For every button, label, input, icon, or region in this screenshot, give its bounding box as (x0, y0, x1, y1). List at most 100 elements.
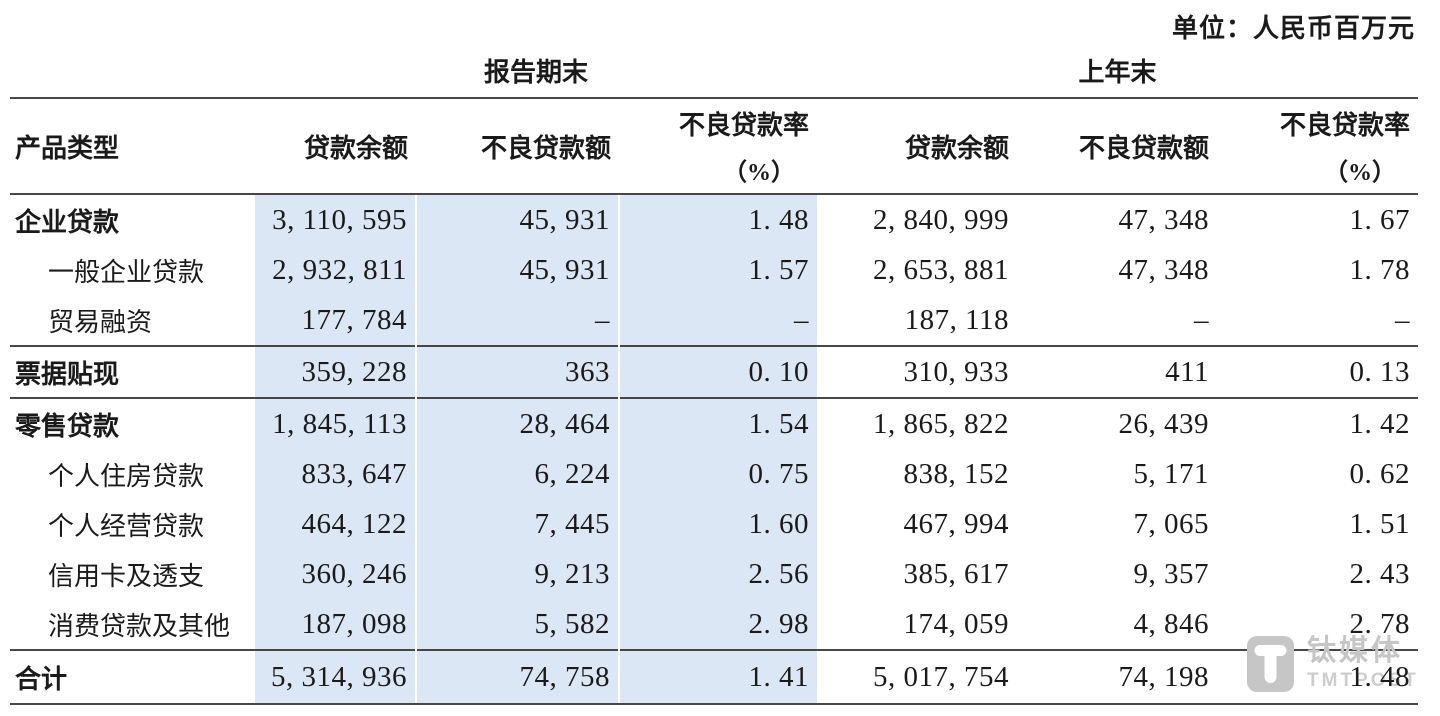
cell-npl-ratio-current: 1. 54 (618, 397, 817, 449)
row-label: 票据贴现 (10, 345, 255, 398)
table-row: 合计 5, 314, 936 74, 758 1. 41 5, 017, 754 74, … (10, 649, 1419, 705)
cell-npl-amount-prior: 9, 357 (1133, 557, 1209, 590)
table-body: 企业贷款 3, 110, 595 45, 931 1. 48 2, 840, 999 47… (10, 194, 1419, 705)
cell-npl-amount-current: 6, 224 (415, 449, 619, 499)
column-header-npl-amount-prior: 不良贷款额 (1017, 98, 1217, 195)
tmtpost-logo-icon (1247, 636, 1294, 692)
row-label: 消费贷款及其他 (48, 611, 231, 641)
cell-npl-amount-current: – (415, 295, 619, 346)
cell-npl-amount-current: 5, 582 (415, 599, 619, 650)
cell-balance-prior: 310, 933 (817, 345, 1017, 398)
cell-balance-prior: 385, 617 (903, 557, 1009, 590)
cell-balance-current: 2, 932, 811 (255, 245, 416, 295)
cell-npl-ratio-prior: 1. 78 (1349, 253, 1411, 286)
cell-npl-ratio-current: – (618, 295, 817, 346)
table-row: 个人经营贷款 464, 122 7, 445 1. 60 467, 994 7, 065 1… (10, 499, 1418, 549)
cell-npl-amount-current: 9, 213 (415, 549, 619, 599)
group-header-spacer (10, 44, 255, 99)
cell-npl-amount-current: 74, 758 (415, 649, 619, 705)
table-row: 企业贷款 3, 110, 595 45, 931 1. 48 2, 840, 999 47… (10, 194, 1418, 245)
group-header-prior-year: 上年末 (817, 44, 1419, 99)
cell-npl-amount-current: 7, 445 (415, 499, 619, 549)
cell-npl-amount-prior: 411 (1017, 345, 1217, 398)
cell-npl-ratio-prior: 0. 13 (1217, 345, 1419, 398)
cell-npl-amount-prior: 47, 348 (1118, 203, 1209, 236)
cell-balance-prior: 187, 118 (904, 303, 1009, 336)
row-label: 企业贷款 (15, 207, 120, 237)
table-header: 报告期末 上年末 产品类型 贷款余额 不良贷款额 不良贷款率 （%） 贷款余额 … (10, 44, 1419, 195)
cell-npl-amount-prior: 5, 171 (1133, 457, 1209, 490)
cell-balance-current: 359, 228 (255, 345, 416, 398)
row-label: 一般企业贷款 (48, 257, 205, 287)
cell-balance-prior: 838, 152 (903, 457, 1009, 490)
cell-npl-ratio-current: 1. 48 (618, 194, 817, 245)
column-header-npl-amount-current: 不良贷款额 (416, 98, 619, 195)
row-label: 贸易融资 (48, 307, 153, 337)
cell-npl-amount-current: 45, 931 (415, 194, 619, 245)
cell-npl-ratio-current: 0. 10 (618, 345, 817, 398)
cell-npl-amount-prior: 74, 198 (1017, 649, 1217, 705)
cell-balance-prior: 1, 865, 822 (817, 397, 1017, 449)
cell-npl-amount-prior: 7, 065 (1133, 507, 1209, 540)
cell-npl-ratio-current: 1. 41 (618, 649, 817, 705)
cell-balance-current: 3, 110, 595 (255, 194, 416, 245)
cell-balance-current: 1, 845, 113 (255, 397, 416, 449)
cell-balance-prior: 2, 653, 881 (873, 253, 1009, 286)
cell-npl-ratio-current: 2. 56 (618, 549, 817, 599)
cell-balance-current: 833, 647 (255, 449, 416, 499)
cell-balance-current: 187, 098 (255, 599, 416, 650)
row-label: 个人经营贷款 (48, 511, 205, 541)
cell-npl-ratio-prior: 0. 62 (1349, 457, 1411, 490)
cell-npl-ratio-prior: – (1395, 303, 1411, 336)
tmtpost-watermark-text: 钛媒体 TMTPOST (1307, 636, 1419, 692)
cell-npl-ratio-current: 2. 98 (618, 599, 817, 650)
column-header-npl-ratio-prior: 不良贷款率 （%） (1217, 98, 1419, 195)
cell-balance-current: 5, 314, 936 (255, 649, 416, 705)
cell-npl-amount-current: 363 (415, 345, 619, 398)
watermark-name-cn: 钛媒体 (1307, 635, 1404, 667)
group-header-row: 报告期末 上年末 (10, 44, 1419, 99)
cell-npl-amount-prior: 47, 348 (1118, 253, 1209, 286)
column-header-row: 产品类型 贷款余额 不良贷款额 不良贷款率 （%） 贷款余额 不良贷款额 不良贷… (10, 98, 1419, 195)
unit-label: 单位：人民币百万元 (1171, 14, 1415, 43)
cell-balance-current: 360, 246 (255, 549, 416, 599)
cell-npl-ratio-prior: 1. 51 (1349, 507, 1411, 540)
cell-npl-ratio-prior: 1. 67 (1349, 203, 1411, 236)
cell-npl-amount-prior: 4, 846 (1133, 607, 1209, 640)
cell-npl-ratio-current: 0. 75 (618, 449, 817, 499)
column-header-product-type: 产品类型 (10, 98, 255, 195)
table-row: 贸易融资 177, 784– –187, 118– – (10, 295, 1418, 346)
cell-npl-ratio-current: 1. 57 (618, 245, 817, 295)
row-label: 信用卡及透支 (48, 561, 205, 591)
table-row: 消费贷款及其他 187, 098 5, 582 2. 98 174, 059 4, 846… (10, 599, 1418, 650)
cell-balance-current: 177, 784 (255, 295, 416, 346)
loan-quality-table: 报告期末 上年末 产品类型 贷款余额 不良贷款额 不良贷款率 （%） 贷款余额 … (10, 44, 1419, 705)
cell-npl-amount-prior: – (1194, 303, 1209, 336)
row-label: 个人住房贷款 (48, 461, 205, 491)
table-row: 信用卡及透支 360, 246 9, 213 2. 56 385, 617 9, 357 2… (10, 549, 1418, 599)
cell-balance-prior: 5, 017, 754 (817, 649, 1017, 705)
column-header-balance-prior: 贷款余额 (817, 98, 1017, 195)
group-header-reporting-period: 报告期末 (255, 44, 817, 99)
cell-balance-prior: 174, 059 (903, 607, 1009, 640)
cell-npl-ratio-current: 1. 60 (618, 499, 817, 549)
row-label: 合计 (10, 649, 255, 705)
table-row: 零售贷款 1, 845, 113 28, 464 1. 54 1, 865, 822 26… (10, 397, 1419, 449)
cell-balance-prior: 2, 840, 999 (873, 203, 1009, 236)
row-label: 零售贷款 (10, 397, 255, 449)
table-row: 个人住房贷款 833, 647 6, 224 0. 75 838, 152 5, 171 0… (10, 449, 1418, 499)
cell-npl-amount-current: 45, 931 (415, 245, 619, 295)
column-header-npl-ratio-current: 不良贷款率 （%） (619, 98, 817, 195)
table-row: 票据贴现 359, 228 363 0. 10 310, 933 411 0. 13 (10, 345, 1419, 398)
cell-npl-amount-prior: 26, 439 (1017, 397, 1217, 449)
cell-npl-ratio-prior: 1. 42 (1217, 397, 1419, 449)
cell-npl-ratio-prior: 2. 78 (1349, 607, 1411, 640)
watermark-name-en: TMTPOST (1307, 670, 1419, 692)
cell-npl-amount-current: 28, 464 (415, 397, 619, 449)
cell-npl-ratio-prior: 2. 43 (1349, 557, 1411, 590)
cell-balance-current: 464, 122 (255, 499, 416, 549)
table-row: 一般企业贷款 2, 932, 811 45, 931 1. 57 2, 653, 881… (10, 245, 1418, 295)
tmtpost-watermark: 钛媒体 TMTPOST (1247, 636, 1419, 692)
column-header-balance-current: 贷款余额 (255, 98, 416, 195)
cell-balance-prior: 467, 994 (903, 507, 1009, 540)
